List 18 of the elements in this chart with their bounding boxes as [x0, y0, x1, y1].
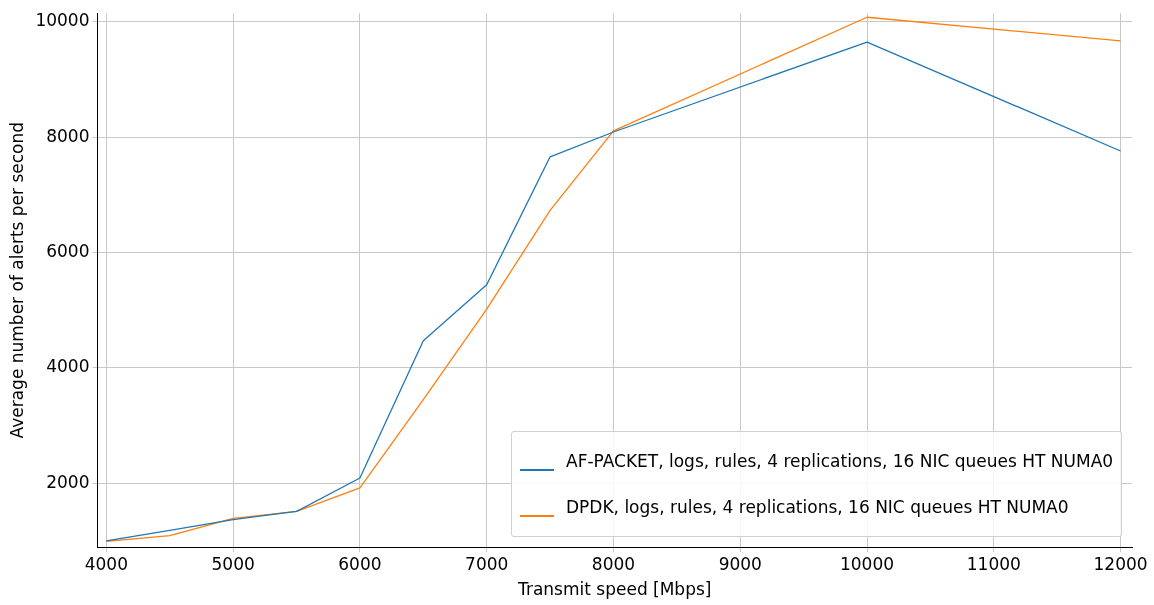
x-tick-label: 9000	[718, 553, 762, 574]
x-axis-title: Transmit speed [Mbps]	[517, 579, 712, 600]
x-tick-label: 4000	[84, 553, 128, 574]
x-tick-label: 10000	[839, 553, 895, 574]
x-tick-label: 5000	[211, 553, 255, 574]
x-tick-label: 12000	[1093, 553, 1148, 574]
y-tick-label: 8000	[46, 125, 90, 146]
y-tick-label: 6000	[46, 240, 90, 261]
x-tick-label: 8000	[591, 553, 636, 574]
legend-label: DPDK, logs, rules, 4 replications, 16 NIC queues HT NUMA0	[566, 497, 1069, 518]
y-tick-label: 2000	[46, 471, 90, 492]
legend-label: AF-PACKET, logs, rules, 4 replications, 16 NIC queues HT NUMA0	[566, 451, 1114, 472]
x-tick-label: 7000	[465, 553, 509, 574]
y-tick-label: 10000	[35, 10, 90, 31]
y-axis-title: Average number of alerts per second	[6, 121, 27, 439]
x-tick-label: 11000	[966, 553, 1021, 574]
x-tick-label: 6000	[338, 553, 382, 574]
y-tick-label: 4000	[46, 356, 90, 377]
